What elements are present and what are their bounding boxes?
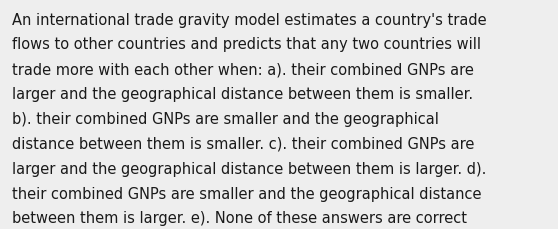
Text: distance between them is smaller. c). their combined GNPs are: distance between them is smaller. c). th… (12, 136, 475, 151)
Text: larger and the geographical distance between them is larger. d).: larger and the geographical distance bet… (12, 161, 487, 176)
Text: their combined GNPs are smaller and the geographical distance: their combined GNPs are smaller and the … (12, 186, 482, 201)
Text: larger and the geographical distance between them is smaller.: larger and the geographical distance bet… (12, 87, 473, 102)
Text: flows to other countries and predicts that any two countries will: flows to other countries and predicts th… (12, 37, 482, 52)
Text: between them is larger. e). None of these answers are correct: between them is larger. e). None of thes… (12, 210, 467, 225)
Text: An international trade gravity model estimates a country's trade: An international trade gravity model est… (12, 13, 487, 27)
Text: trade more with each other when: a). their combined GNPs are: trade more with each other when: a). the… (12, 62, 474, 77)
Text: b). their combined GNPs are smaller and the geographical: b). their combined GNPs are smaller and … (12, 112, 439, 126)
